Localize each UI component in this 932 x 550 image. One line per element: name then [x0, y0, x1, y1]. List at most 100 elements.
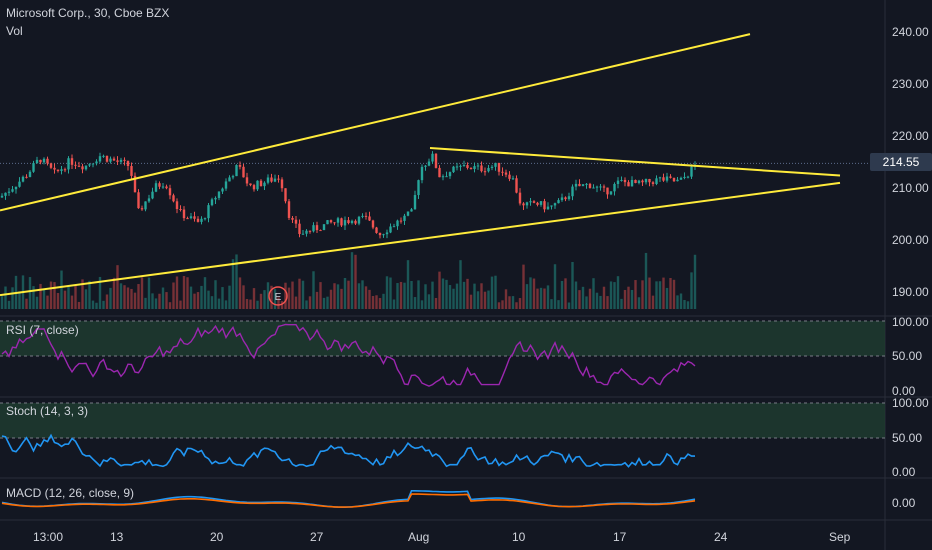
stoch-tick: 100.00: [892, 396, 929, 410]
volume-bar: [588, 288, 592, 309]
time-label: 13: [110, 530, 124, 544]
volume-bar: [452, 288, 455, 309]
volume-bar: [77, 301, 81, 309]
volume-bar: [501, 300, 504, 309]
volume-bar: [270, 285, 273, 309]
volume-bar: [294, 296, 298, 309]
candle-body: [277, 178, 280, 180]
candle-body: [392, 226, 396, 228]
candle-body: [21, 176, 25, 182]
candle-body: [140, 208, 144, 210]
price-tick: 210.00: [892, 181, 929, 195]
candle-body: [77, 165, 81, 167]
volume-bar: [473, 283, 476, 309]
candle-body: [91, 163, 95, 165]
candle-body: [119, 159, 123, 162]
candle-body: [613, 183, 616, 192]
volume-bar: [585, 296, 588, 309]
volume-bar: [53, 282, 56, 309]
candle-body: [354, 220, 357, 224]
volume-bar: [326, 296, 329, 309]
volume-bar: [613, 282, 616, 309]
candle-body: [102, 155, 105, 157]
candle-body: [546, 206, 550, 210]
volume-bar: [140, 277, 144, 309]
candle-body: [578, 183, 581, 187]
candle-body: [641, 180, 644, 183]
volume-bar: [371, 295, 375, 309]
candle-body: [326, 220, 329, 225]
volume-bar: [259, 293, 263, 309]
volume-bar: [217, 298, 221, 309]
candle-body: [259, 180, 263, 187]
candle-body: [501, 171, 504, 173]
candle-body: [109, 158, 112, 162]
candle-body: [427, 161, 431, 166]
candle-body: [410, 209, 413, 212]
volume-bar: [63, 290, 67, 309]
candle-body: [644, 178, 648, 183]
candle-body: [606, 187, 609, 195]
volume-bar: [620, 298, 623, 309]
candle-body: [273, 178, 277, 182]
volume-bar: [658, 281, 662, 309]
volume-bar: [60, 270, 63, 309]
candle-body: [648, 178, 651, 183]
candle-body: [361, 215, 364, 217]
rsi-tick: 0.00: [892, 384, 916, 398]
candle-body: [35, 159, 39, 164]
candle-body: [224, 181, 228, 189]
candle-body: [574, 183, 578, 187]
volume-label[interactable]: Vol: [6, 24, 23, 38]
candle-body: [483, 171, 487, 173]
candle-body: [179, 209, 182, 211]
volume-bar: [406, 260, 410, 309]
volume-bar: [35, 296, 39, 309]
rsi-title[interactable]: RSI (7, close): [6, 323, 79, 337]
volume-bar: [581, 286, 585, 309]
candle-body: [88, 164, 91, 166]
volume-bar: [494, 275, 497, 309]
candle-body: [364, 215, 368, 217]
volume-bar: [662, 277, 665, 309]
candle-body: [627, 182, 630, 187]
candle-body: [312, 225, 315, 232]
volume-bar: [347, 280, 350, 309]
candle-body: [39, 159, 42, 163]
volume-bar: [67, 286, 70, 309]
volume-bar: [655, 281, 658, 309]
macd-signal-line: [1, 493, 696, 508]
candle-body: [658, 177, 662, 179]
volume-bar: [417, 280, 420, 309]
volume-bar: [466, 278, 469, 309]
candle-body: [599, 186, 602, 188]
macd-title[interactable]: MACD (12, 26, close, 9): [6, 486, 135, 500]
volume-bar: [679, 293, 683, 309]
volume-bar: [123, 285, 126, 309]
volume-bar: [557, 300, 560, 309]
volume-bar: [336, 284, 340, 309]
volume-bar: [385, 276, 389, 309]
stoch-title[interactable]: Stoch (14, 3, 3): [6, 404, 89, 418]
volume-bar: [536, 288, 539, 309]
symbol-title[interactable]: Microsoft Corp., 30, Cboe BZX: [6, 6, 170, 20]
volume-bar: [455, 283, 459, 309]
candle-body: [448, 172, 452, 177]
volume-bar: [256, 300, 259, 309]
volume-bar: [11, 287, 14, 309]
volume-bar: [98, 276, 102, 309]
candle-body: [683, 176, 686, 178]
candle-body: [406, 211, 410, 216]
candle-body: [431, 153, 434, 162]
volume-bar: [357, 283, 361, 309]
last-price-badge: 214.55: [870, 153, 932, 171]
candle-body: [389, 226, 392, 233]
candle-body: [434, 153, 438, 168]
candle-body: [175, 201, 179, 210]
volume-bar: [193, 293, 196, 309]
candle-body: [42, 158, 46, 163]
candle-body: [347, 220, 350, 224]
volume-bar: [595, 292, 599, 309]
candle-body: [669, 176, 672, 178]
